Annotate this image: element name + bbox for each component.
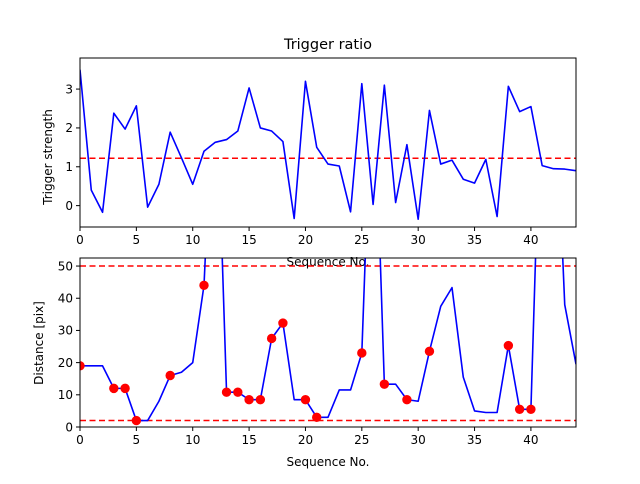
y-tick-label: 30 — [58, 324, 73, 338]
data-point — [244, 394, 254, 405]
x-tick-label: 0 — [76, 433, 84, 447]
data-point — [109, 383, 119, 394]
x-tick-label: 15 — [241, 433, 256, 447]
y-tick-label: 2 — [65, 121, 73, 135]
axes-frame — [79, 257, 577, 428]
series-line — [80, 258, 576, 422]
y-tick-label: 1 — [65, 160, 73, 174]
x-axis-label: Sequence No. — [287, 455, 370, 469]
x-tick-label: 40 — [523, 433, 538, 447]
data-point — [503, 340, 514, 351]
data-point — [120, 383, 130, 394]
x-axis-label: Sequence No. — [287, 255, 370, 269]
x-tick-label: 25 — [354, 233, 369, 247]
data-point — [514, 404, 525, 414]
x-tick-label: 20 — [298, 233, 313, 247]
y-tick-label: 0 — [65, 199, 73, 213]
y-tick-label: 3 — [65, 82, 73, 96]
y-tick-label: 40 — [58, 292, 73, 306]
y-tick-label: 0 — [65, 420, 73, 434]
data-point — [221, 387, 232, 397]
x-tick-label: 25 — [354, 433, 369, 447]
x-tick-label: 20 — [298, 433, 313, 447]
data-point — [233, 387, 243, 397]
data-point — [199, 280, 209, 291]
x-tick-label: 5 — [133, 233, 141, 247]
x-tick-label: 30 — [411, 433, 426, 447]
data-point — [357, 348, 367, 358]
data-point — [278, 318, 288, 328]
x-tick-label: 40 — [523, 233, 538, 247]
data-point — [312, 412, 322, 423]
y-axis-label: Trigger strength — [41, 109, 55, 206]
y-tick-label: 10 — [58, 388, 73, 402]
distance-chart: Distance [pix] Sequence No. 0 5 10 15 20 25 30… — [32, 257, 577, 469]
data-point — [255, 394, 266, 405]
x-tick-label: 35 — [467, 433, 482, 447]
y-axis-label: Distance [pix] — [32, 301, 46, 385]
data-point — [379, 379, 390, 389]
plot-area — [80, 258, 576, 426]
series-line — [80, 69, 576, 221]
x-tick-label: 30 — [411, 233, 426, 247]
data-point — [266, 333, 277, 344]
y-tick-label: 50 — [58, 259, 73, 273]
y-tick-label: 20 — [58, 356, 73, 370]
axes-frame — [79, 57, 577, 228]
data-point — [526, 404, 536, 414]
x-tick-label: 5 — [133, 433, 141, 447]
plot-area — [80, 69, 576, 221]
x-tick-label: 15 — [241, 233, 256, 247]
data-point — [424, 346, 435, 357]
x-tick-label: 0 — [76, 233, 84, 247]
x-tick-label: 10 — [185, 433, 200, 447]
trigger-ratio-chart: Trigger ratio Trigger strength Sequence … — [41, 37, 577, 269]
data-point — [300, 394, 311, 405]
data-point — [131, 415, 142, 426]
data-point — [402, 394, 412, 405]
x-tick-label: 35 — [467, 233, 482, 247]
x-tick-label: 10 — [185, 233, 200, 247]
chart-title: Trigger ratio — [283, 37, 372, 53]
data-point — [165, 370, 175, 381]
